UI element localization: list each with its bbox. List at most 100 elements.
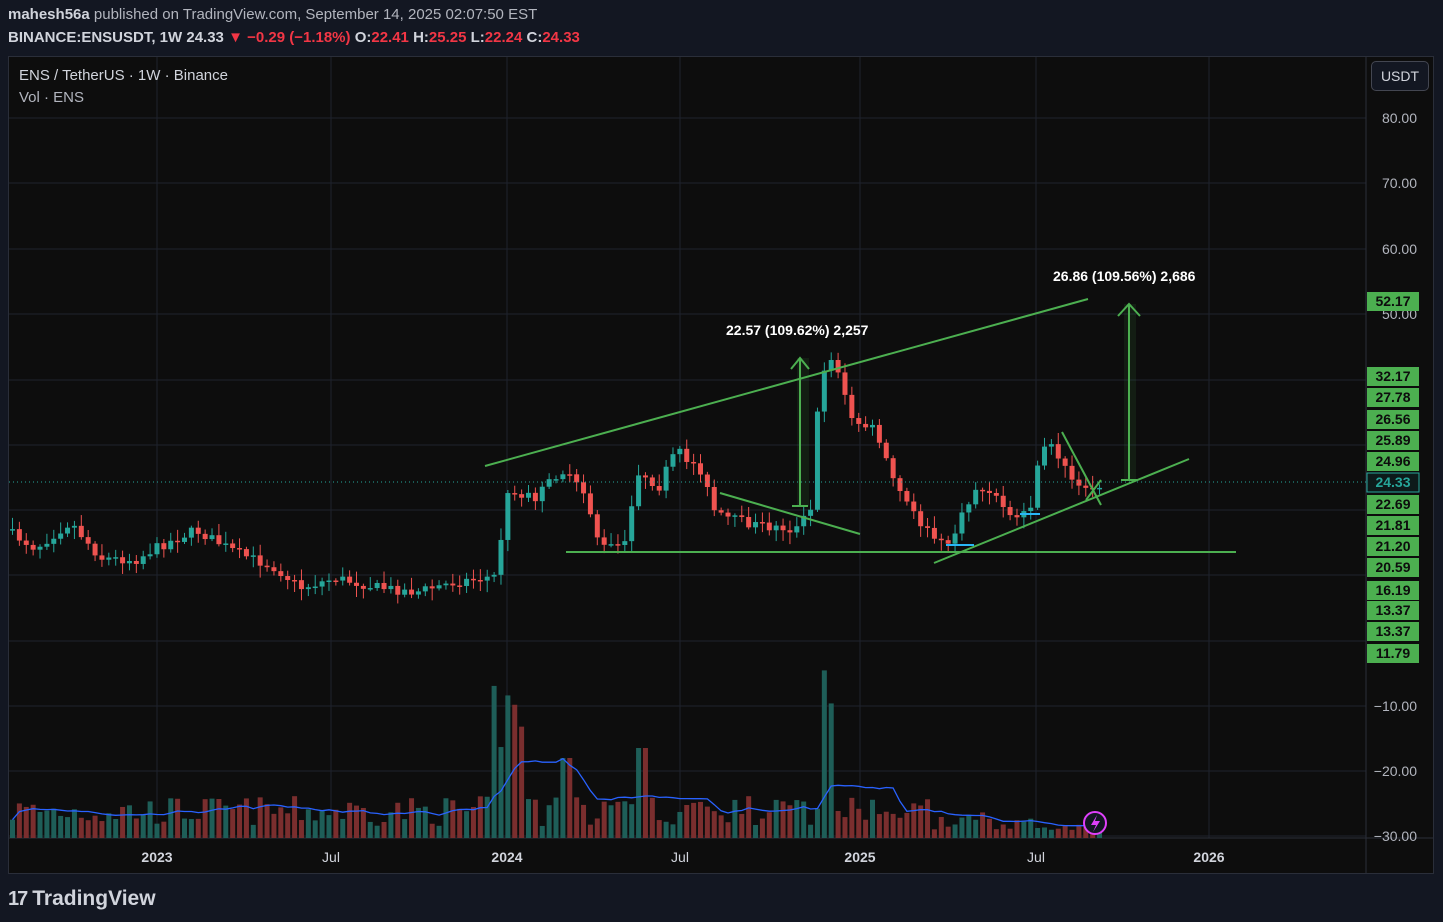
volume-bar	[1062, 825, 1068, 838]
price-label-bg	[1367, 495, 1419, 514]
volume-bar	[814, 808, 820, 838]
volume-bar	[354, 805, 359, 838]
price-label-bg	[1367, 581, 1419, 600]
candle-body	[477, 579, 483, 582]
volume-bar	[732, 799, 738, 838]
candle-body	[457, 585, 463, 587]
candle-body	[85, 537, 91, 544]
price-label-bg	[1367, 410, 1419, 429]
volume-bar	[92, 815, 98, 838]
chart-frame[interactable]	[8, 56, 1434, 874]
time-axis-label: 2024	[491, 849, 522, 865]
symbol-name[interactable]: BINANCE:ENSUSDT, 1W	[8, 29, 183, 46]
volume-bar	[278, 807, 284, 838]
candle-body	[553, 479, 559, 481]
candle-body	[429, 586, 435, 589]
price-label: 25.89	[1375, 432, 1410, 448]
candle-body	[911, 501, 917, 512]
candle-body	[587, 493, 593, 515]
volume-bar	[470, 807, 476, 838]
candle-body	[209, 535, 215, 540]
candle-body	[1014, 515, 1020, 518]
publish-info: mahesh56a published on TradingView.com, …	[8, 6, 537, 23]
volume-bar	[1007, 828, 1013, 838]
candle-body	[574, 474, 580, 483]
candle-body	[1042, 446, 1047, 466]
last-price: 24.33	[186, 29, 224, 46]
candle-body	[856, 418, 862, 424]
candle-body	[374, 582, 380, 589]
volume-bar	[51, 808, 57, 838]
volume-bar	[484, 796, 490, 838]
volume-bar	[209, 798, 215, 838]
volume-bar	[622, 801, 628, 838]
volume-bar	[44, 810, 50, 838]
volume-bar	[223, 805, 229, 838]
price-label-bg	[1367, 622, 1419, 641]
candle-body	[182, 537, 187, 542]
candle-body	[986, 490, 992, 493]
candle-body	[718, 510, 724, 513]
candle-body	[415, 591, 421, 595]
rising-support-trendline	[933, 458, 1190, 564]
price-change: −0.29 (−1.18%)	[247, 29, 351, 46]
alert-icon[interactable]	[1083, 811, 1107, 835]
volume-bar	[863, 819, 869, 838]
candle-body	[883, 442, 889, 459]
candle-body	[766, 522, 772, 531]
candle-body	[567, 474, 573, 476]
volume-bar	[925, 799, 931, 838]
volume-bar	[897, 817, 903, 838]
volume-bar	[918, 805, 924, 838]
candle-body	[298, 580, 304, 590]
candle-body	[622, 541, 628, 545]
candle-body	[326, 580, 332, 583]
volume-bar	[1083, 827, 1089, 838]
candle-body	[1097, 487, 1103, 490]
publish-date: published on TradingView.com, September …	[93, 6, 538, 23]
candle-body	[168, 540, 174, 550]
volume-bar	[677, 811, 683, 838]
symbol-info-bar: BINANCE:ENSUSDT, 1W 24.33 ▼ −0.29 (−1.18…	[8, 29, 580, 46]
volume-bar	[161, 821, 167, 838]
volume-bar	[498, 747, 504, 838]
candle-body	[23, 540, 29, 545]
candle-body	[106, 557, 112, 560]
volume-bar	[505, 695, 511, 838]
candle-body	[870, 424, 875, 428]
tradingview-brand[interactable]: 17 TradingView	[8, 886, 156, 912]
volume-bar	[422, 806, 428, 838]
chart-legend-volume[interactable]: Vol · ENS	[19, 89, 85, 106]
volume-bar	[1048, 829, 1054, 838]
candle-body	[305, 587, 311, 590]
price-label: 11.79	[1376, 645, 1410, 661]
volume-bar	[1000, 824, 1006, 838]
candle-body	[354, 582, 359, 586]
volume-bar	[973, 819, 979, 838]
volume-bar	[443, 798, 449, 838]
price-label-bg	[1367, 601, 1419, 620]
candle-body	[10, 529, 15, 531]
candle-body	[629, 506, 635, 542]
candle-body	[92, 543, 98, 556]
volume-bar	[409, 798, 415, 838]
author-name[interactable]: mahesh56a	[8, 6, 90, 23]
candle-body	[918, 511, 924, 527]
volume-bar	[1028, 818, 1034, 838]
candle-body	[636, 475, 642, 507]
candle-body	[594, 514, 600, 538]
candle-body	[340, 576, 346, 581]
candle-body	[966, 504, 972, 513]
measure-arrow-2-head	[1117, 302, 1141, 317]
price-label: 24.96	[1375, 453, 1410, 469]
volume-bar	[663, 821, 669, 838]
candle-body	[202, 533, 208, 540]
candle-body	[188, 527, 194, 538]
candle-body	[388, 585, 394, 590]
volume-bar	[395, 802, 401, 838]
price-label-bg	[1367, 431, 1419, 450]
chart-legend-main[interactable]: ENS / TetherUS · 1W · Binance	[19, 67, 228, 84]
volume-bar	[216, 798, 222, 838]
currency-unit-button[interactable]: USDT	[1371, 61, 1429, 91]
